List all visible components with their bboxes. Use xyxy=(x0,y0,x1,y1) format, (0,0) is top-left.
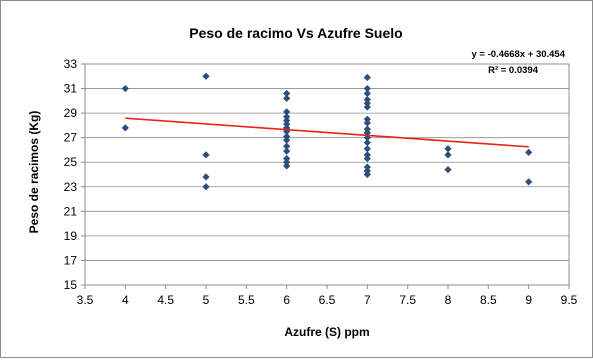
data-point xyxy=(363,84,371,93)
x-axis-ticks: 3.5 4 4.5 5 5.5 6 6.5 7 7.5 8 8.5 9 9.5 xyxy=(77,285,578,307)
data-point xyxy=(283,94,291,102)
data-point xyxy=(363,125,371,133)
data-point xyxy=(363,115,371,123)
data-point xyxy=(525,178,533,186)
x-tick-label: 5 xyxy=(203,293,210,307)
data-point xyxy=(283,147,291,155)
data-point xyxy=(363,99,371,107)
y-tick-label: 25 xyxy=(64,155,78,169)
x-tick-label: 4 xyxy=(122,293,129,307)
x-tick-label: 4.5 xyxy=(157,293,174,307)
trendline-equation: y = -0.4668x + 30.454 xyxy=(472,49,566,60)
data-point xyxy=(363,163,371,171)
y-tick-label: 15 xyxy=(64,278,78,292)
trendline xyxy=(125,117,529,148)
data-point xyxy=(283,108,291,116)
y-axis-ticks: 15 17 19 21 23 25 27 29 31 33 xyxy=(64,57,85,292)
data-point xyxy=(444,145,452,153)
data-point xyxy=(283,162,291,170)
data-point xyxy=(363,129,371,137)
data-points xyxy=(121,72,533,191)
x-axis-label: Azufre (S) ppm xyxy=(284,325,369,339)
data-point xyxy=(283,158,291,166)
y-tick-label: 31 xyxy=(64,82,78,96)
data-point xyxy=(283,142,291,150)
data-point xyxy=(363,119,371,127)
data-point xyxy=(283,89,291,98)
data-point xyxy=(363,89,371,98)
y-tick-label: 29 xyxy=(64,106,78,120)
x-tick-label: 7.5 xyxy=(399,293,416,307)
data-point xyxy=(525,148,533,156)
y-tick-label: 33 xyxy=(64,57,78,71)
data-point xyxy=(283,132,291,141)
data-point xyxy=(283,113,291,121)
data-point xyxy=(363,151,371,159)
data-point xyxy=(283,154,291,163)
data-point xyxy=(363,170,371,179)
data-point xyxy=(363,145,371,153)
y-tick-label: 27 xyxy=(64,131,78,145)
y-tick-label: 19 xyxy=(64,229,78,243)
x-tick-label: 9 xyxy=(525,293,532,307)
data-point xyxy=(283,116,291,125)
y-axis-label: Peso de racimos (Kg) xyxy=(27,111,41,234)
trendline-r-squared: R² = 0.0394 xyxy=(488,65,539,76)
y-tick-label: 23 xyxy=(64,180,78,194)
data-point xyxy=(202,151,210,159)
x-tick-label: 9.5 xyxy=(561,293,578,307)
x-tick-label: 6 xyxy=(283,293,290,307)
y-tick-label: 21 xyxy=(64,204,78,218)
data-point xyxy=(202,183,210,191)
y-tick-label: 17 xyxy=(64,253,78,267)
x-tick-label: 7 xyxy=(364,293,371,307)
data-point xyxy=(363,103,371,111)
data-point xyxy=(202,173,210,181)
data-point xyxy=(444,151,452,159)
x-tick-label: 8 xyxy=(445,293,452,307)
data-point xyxy=(444,165,452,174)
data-point xyxy=(363,138,371,147)
x-tick-label: 3.5 xyxy=(77,293,94,307)
x-tick-label: 6.5 xyxy=(319,293,336,307)
chart-title: Peso de racimo Vs Azufre Suelo xyxy=(189,25,402,41)
data-point xyxy=(363,96,371,104)
data-point xyxy=(283,120,291,128)
x-tick-label: 8.5 xyxy=(480,293,497,307)
data-point xyxy=(202,72,210,80)
data-point xyxy=(121,124,129,132)
data-point xyxy=(363,154,371,163)
data-point xyxy=(283,136,291,144)
data-point xyxy=(363,73,371,82)
data-point xyxy=(363,167,371,175)
data-point xyxy=(121,84,129,93)
x-tick-label: 5.5 xyxy=(238,293,255,307)
